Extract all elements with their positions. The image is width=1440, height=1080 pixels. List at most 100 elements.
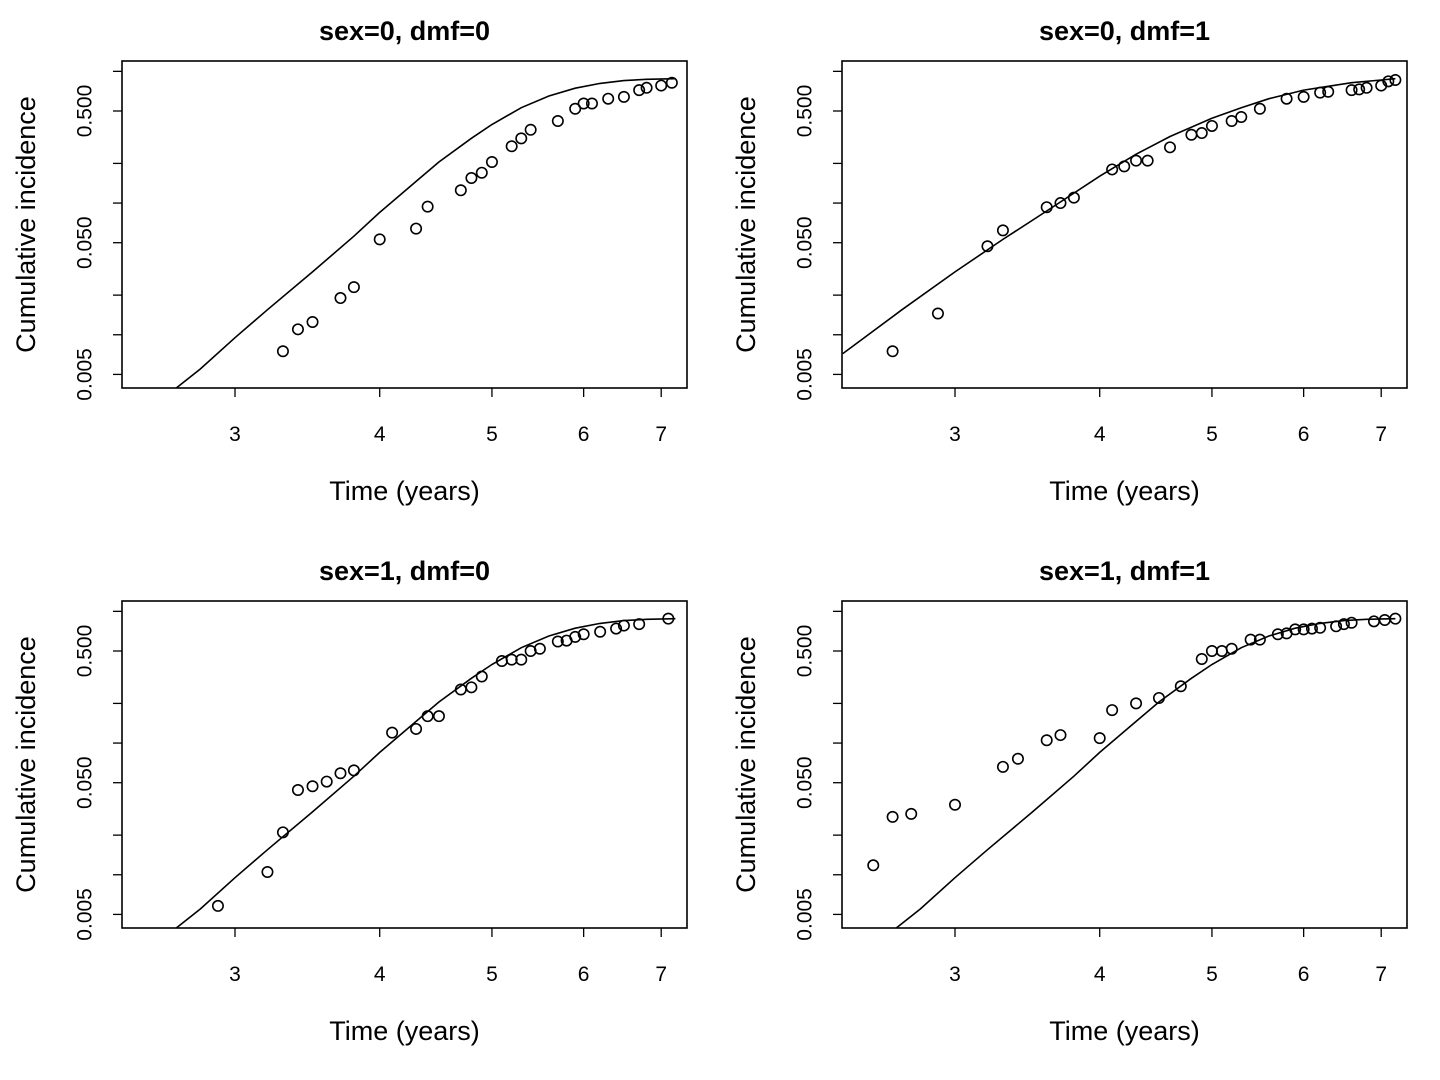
data-point [1205,119,1218,132]
data-point [410,222,423,235]
x-tick-label: 5 [486,963,498,986]
data-point [261,865,274,878]
panel-title: sex=1, dmf=1 [1039,556,1210,586]
x-axis-label: Time (years) [1049,1016,1200,1046]
x-axis-label: Time (years) [329,1016,480,1046]
data-point [386,726,399,739]
data-point [505,653,518,666]
data-point [465,681,478,694]
data-point [1253,102,1266,115]
x-axis-label: Time (years) [1049,476,1200,506]
panel-title: sex=0, dmf=0 [319,16,490,46]
fitted-curve [894,617,1396,928]
y-tick-label: 0.050 [74,216,97,269]
data-point [1345,616,1358,629]
data-point [996,224,1009,237]
x-tick-label: 6 [1298,423,1310,446]
x-tick-label: 6 [578,423,590,446]
y-tick-label: 0.500 [794,85,817,138]
data-point [1093,732,1106,745]
data-point [1389,73,1402,86]
plot-frame [841,600,1408,929]
plot-area [867,612,1402,928]
x-tick-label: 3 [229,963,241,986]
x-tick-label: 3 [949,963,961,986]
x-tick-label: 3 [229,423,241,446]
x-tick-label: 7 [1375,423,1387,446]
data-point [551,635,564,648]
data-point [432,710,445,723]
fitted-curve [174,617,676,928]
data-point [533,642,546,655]
data-point [291,784,304,797]
data-point [1297,90,1310,103]
data-point [454,184,467,197]
data-point [577,97,590,110]
data-point [665,76,678,89]
data-point [585,97,598,110]
data-point [577,628,590,641]
data-point [1253,633,1266,646]
data-point [1054,729,1067,742]
data-point [1185,128,1198,141]
data-point [610,622,623,635]
data-point [320,775,333,788]
data-point [1353,83,1366,96]
data-point [1054,197,1067,210]
data-point [1360,81,1373,94]
plot-area [842,73,1402,358]
data-point [475,166,488,179]
data-point [1106,704,1119,717]
data-point [569,102,582,115]
data-point [465,171,478,184]
x-axis-label: Time (years) [329,476,480,506]
data-point [1040,734,1053,747]
x-tick-label: 6 [1298,963,1310,986]
y-axis-label: Cumulative incidence [731,636,761,893]
data-point [211,899,224,912]
data-point [334,292,347,305]
data-point [1378,613,1391,626]
y-tick-label: 0.005 [74,348,97,401]
data-point [569,630,582,643]
y-tick-label: 0.050 [794,216,817,269]
data-point [594,625,607,638]
data-point [515,653,528,666]
data-point [655,79,668,92]
fitted-curve [842,77,1396,355]
x-tick-label: 4 [374,963,386,986]
data-point [996,760,1009,773]
x-tick-label: 3 [949,423,961,446]
panel-2: sex=0, dmf=1 3 4 5 6 7 0.005 0.050 0.500 Time (ye… [731,16,1408,506]
y-axis-label: Cumulative incidence [11,96,41,353]
y-tick-label: 0.500 [794,625,817,678]
panel-4: sex=1, dmf=1 3 4 5 6 7 0.005 0.050 0.500 Time (ye… [731,556,1408,1046]
data-point [1382,75,1395,88]
data-point [1011,752,1024,765]
data-point [1174,680,1187,693]
data-point [334,767,347,780]
plot-area [174,612,676,928]
y-tick-label: 0.005 [794,348,817,401]
data-point [602,92,615,105]
plot-frame [121,60,688,389]
data-point [421,200,434,213]
data-point [633,84,646,97]
y-axis-label: Cumulative incidence [11,636,41,893]
x-tick-label: 5 [1206,963,1218,986]
data-point [1195,652,1208,665]
x-tick-label: 7 [655,963,667,986]
data-point [410,722,423,735]
x-tick-label: 6 [578,963,590,986]
data-point [306,316,319,329]
data-point [617,90,630,103]
data-point [1195,127,1208,140]
data-point [1367,615,1380,628]
data-point [1345,84,1358,97]
data-point [524,123,537,136]
data-point [905,807,918,820]
panel-1: sex=0, dmf=0 3 4 5 6 7 0.005 0.050 0.500 Time (ye… [11,16,688,506]
data-point [867,859,880,872]
x-tick-label: 7 [1375,963,1387,986]
